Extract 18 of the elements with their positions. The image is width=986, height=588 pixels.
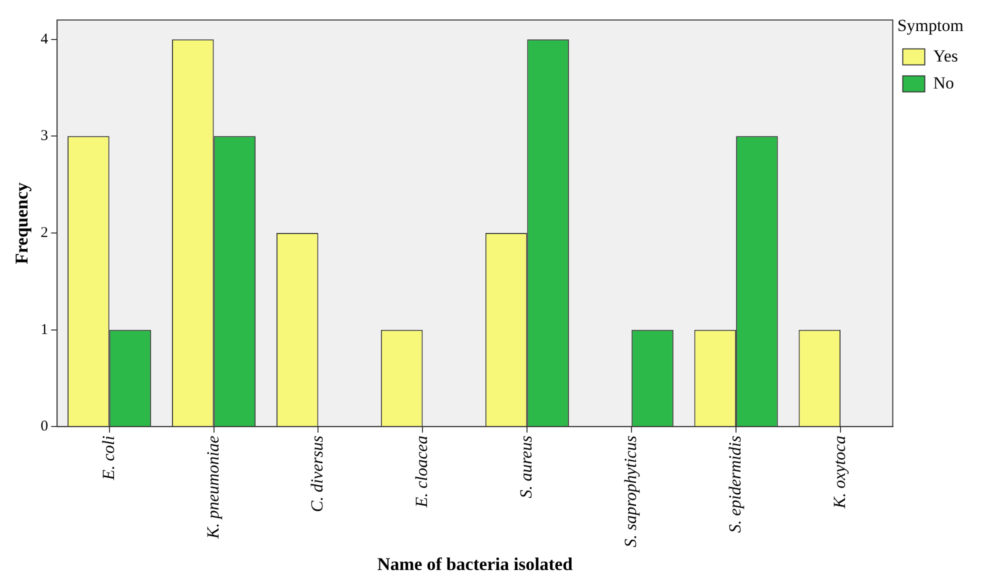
x-tick-label: S. aureus	[516, 435, 536, 498]
x-tick-label: C. diversus	[308, 435, 327, 512]
x-tick-label: S. epidermidis	[726, 435, 745, 533]
x-tick-label: K. pneumoniae	[203, 435, 222, 540]
legend-title: Symptom	[897, 16, 964, 35]
legend-label: Yes	[933, 46, 958, 66]
y-tick-label: 3	[40, 128, 48, 144]
legend-label: No	[933, 73, 954, 92]
x-tick-label: K. oxytoca	[830, 436, 850, 510]
x-tick-label: E. cloacea	[412, 436, 432, 508]
y-tick-label: 2	[40, 224, 48, 241]
y-axis-title: Frequency	[11, 182, 32, 264]
x-axis-title: Name of bacteria isolated	[377, 554, 573, 574]
y-tick-label: 1	[40, 322, 48, 338]
y-tick-label: 0	[40, 418, 48, 435]
x-tick-label: S. saprophyticus	[621, 435, 640, 548]
y-tick-label: 4	[40, 31, 49, 48]
x-tick-label: E. coli	[98, 435, 118, 482]
